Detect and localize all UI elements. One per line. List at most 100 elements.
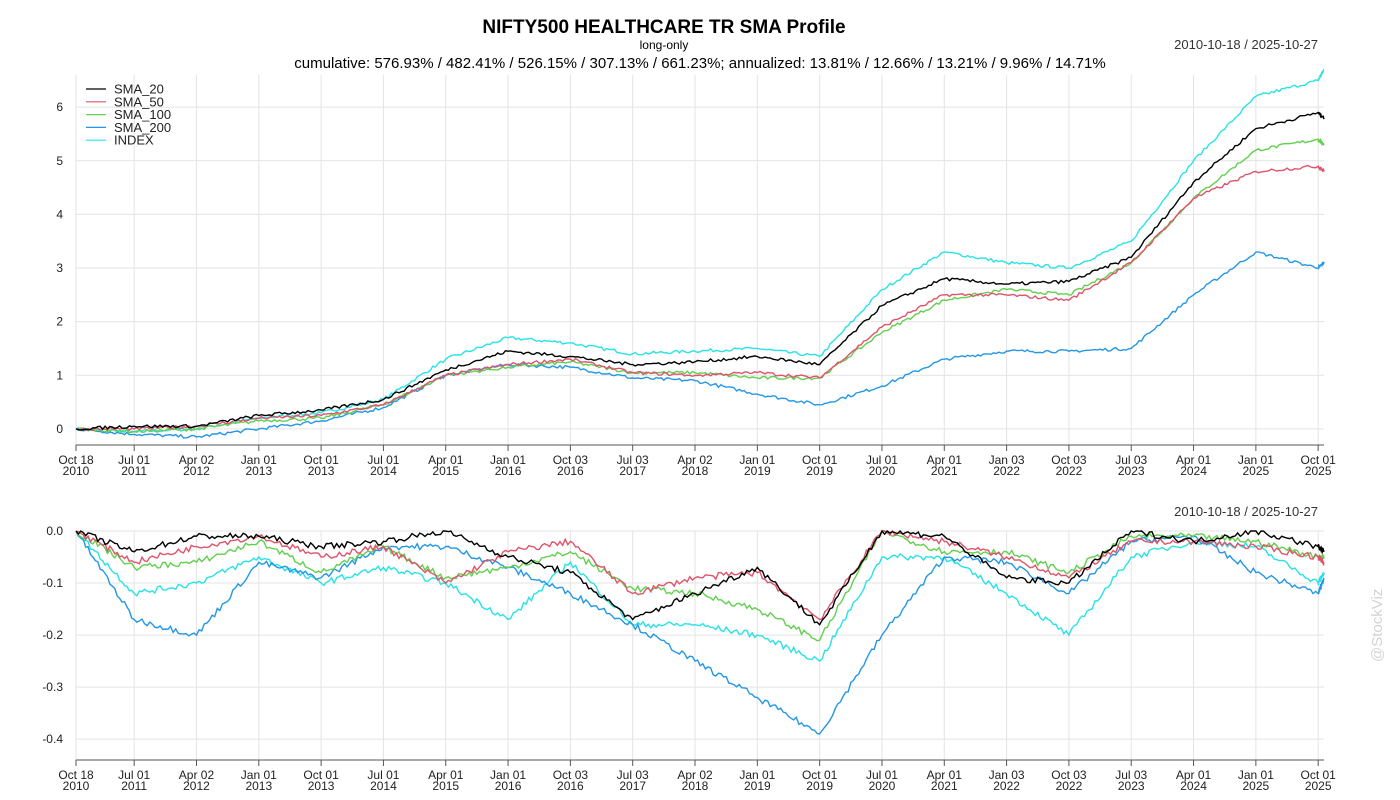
x-tick-label: Oct 03 [553,453,589,467]
x-tick-label: 2012 [183,779,210,793]
x-tick-label: 2012 [183,464,210,478]
y-tick-label: 0.0 [46,524,63,538]
x-tick-label: 2017 [619,464,646,478]
legend-label: SMA_20 [114,82,164,97]
x-tick-label: Jan 01 [1238,768,1274,782]
x-tick-label: Jul 03 [1115,768,1147,782]
chart-subtitle: long-only [639,38,689,52]
x-tick-label: 2022 [993,464,1020,478]
x-tick-label: 2021 [931,779,958,793]
y-tick-label: -0.2 [42,628,63,642]
x-tick-label: Apr 01 [428,453,464,467]
y-tick-label: -0.3 [42,680,63,694]
x-tick-label: Apr 01 [927,768,963,782]
x-tick-label: 2017 [619,779,646,793]
x-tick-label: Jul 01 [118,453,150,467]
x-tick-label: Jan 01 [241,453,277,467]
legend-label: SMA_200 [114,120,171,135]
x-tick-label: 2020 [869,779,896,793]
x-tick-label: Oct 01 [802,768,838,782]
x-tick-label: 2025 [1305,464,1332,478]
y-tick-label: 2 [56,315,63,329]
x-tick-label: Apr 01 [428,768,464,782]
x-tick-label: 2024 [1180,779,1207,793]
x-tick-label: Oct 18 [58,453,94,467]
y-tick-label: -0.4 [42,732,63,746]
x-tick-label: Jan 01 [739,768,775,782]
x-tick-label: 2023 [1118,779,1145,793]
x-tick-label: 2013 [245,464,272,478]
x-tick-label: Apr 01 [1176,453,1212,467]
series-line-sma-50 [75,529,1325,621]
x-tick-label: Jul 01 [866,768,898,782]
x-tick-label: Apr 01 [1176,768,1212,782]
x-tick-label: Jul 01 [367,768,399,782]
x-tick-label: Oct 18 [58,768,94,782]
x-tick-label: 2016 [495,779,522,793]
x-tick-label: 2016 [557,779,584,793]
y-tick-label: 5 [56,154,63,168]
y-tick-label: 3 [56,261,63,275]
x-tick-label: Oct 01 [1301,453,1337,467]
x-tick-label: Oct 01 [802,453,838,467]
x-tick-label: Oct 01 [303,768,339,782]
x-tick-label: 2010 [63,779,90,793]
x-tick-label: 2019 [744,779,771,793]
legend-label: INDEX [114,133,154,148]
x-tick-label: 2015 [432,779,459,793]
x-tick-label: Apr 02 [179,768,215,782]
x-tick-label: Jul 01 [367,453,399,467]
x-tick-label: Oct 01 [303,453,339,467]
x-tick-label: 2014 [370,464,397,478]
x-tick-label: 2022 [1056,779,1083,793]
series-line-sma-100 [75,137,1325,434]
x-tick-label: 2016 [495,464,522,478]
series-line-sma-200 [75,530,1325,735]
x-tick-label: Jan 03 [989,453,1025,467]
x-tick-label: Jul 03 [617,453,649,467]
x-tick-label: 2011 [121,779,147,793]
series-line-index [75,530,1325,663]
x-tick-label: Jul 03 [617,768,649,782]
x-tick-label: 2022 [1056,464,1083,478]
x-tick-label: Jul 01 [118,768,150,782]
x-tick-label: 2011 [121,464,147,478]
x-tick-label: 2018 [682,779,709,793]
x-tick-label: 2020 [869,464,896,478]
series-line-sma-20 [75,529,1325,626]
x-tick-label: Oct 03 [1051,768,1087,782]
x-tick-label: Jul 03 [1115,453,1147,467]
y-tick-label: 1 [56,368,63,382]
legend-label: SMA_100 [114,107,171,122]
x-tick-label: 2021 [931,464,958,478]
x-tick-label: 2016 [557,464,584,478]
y-tick-label: 0 [56,422,63,436]
y-tick-label: -0.1 [42,576,63,590]
x-tick-label: Jan 01 [241,768,277,782]
x-tick-label: Jul 01 [866,453,898,467]
x-tick-label: Jan 01 [1238,453,1274,467]
x-tick-label: 2019 [744,464,771,478]
x-tick-label: 2013 [308,779,335,793]
legend-label: SMA_50 [114,94,164,109]
y-tick-label: 6 [56,100,63,114]
x-tick-label: Jan 03 [989,768,1025,782]
x-tick-label: 2014 [370,779,397,793]
x-tick-label: Apr 02 [677,453,713,467]
series-line-sma-20 [75,111,1325,431]
x-tick-label: 2013 [245,779,272,793]
x-tick-label: 2022 [993,779,1020,793]
x-tick-label: Oct 03 [1051,453,1087,467]
x-tick-label: 2010 [63,464,90,478]
x-tick-label: Apr 02 [179,453,215,467]
x-tick-label: 2025 [1243,779,1270,793]
y-tick-label: 4 [56,207,63,221]
x-tick-label: 2019 [806,779,833,793]
date-range-top: 2010-10-18 / 2025-10-27 [1174,37,1318,52]
x-tick-label: Jan 01 [490,453,526,467]
x-tick-label: Apr 01 [927,453,963,467]
x-tick-label: Oct 03 [553,768,589,782]
x-tick-label: 2013 [308,464,335,478]
